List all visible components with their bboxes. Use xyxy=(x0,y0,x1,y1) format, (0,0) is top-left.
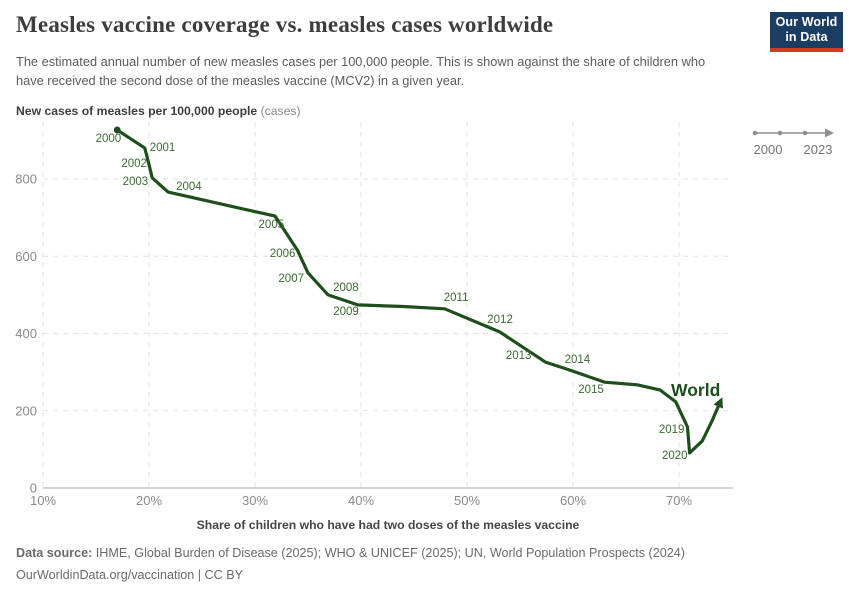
owid-logo[interactable]: Our World in Data xyxy=(770,12,843,52)
x-axis-title: Share of children who have had two doses… xyxy=(196,518,580,532)
series-label-world: World xyxy=(671,380,720,400)
x-tick-label: 10% xyxy=(30,493,56,508)
data-source-label: Data source: xyxy=(16,546,93,560)
timeline-end-year[interactable]: 2023 xyxy=(804,142,833,157)
x-tick-label: 60% xyxy=(560,493,586,508)
y-tick-label: 600 xyxy=(15,249,37,264)
year-label: 2011 xyxy=(444,292,469,304)
year-label: 2020 xyxy=(662,450,688,462)
page-title: Measles vaccine coverage vs. measles cas… xyxy=(16,12,554,37)
year-label: 2005 xyxy=(259,219,285,231)
y-axis-title-main: New cases of measles per 100,000 people xyxy=(16,104,258,118)
year-label: 2012 xyxy=(487,314,513,326)
year-label: 2009 xyxy=(333,306,359,318)
year-label: 2007 xyxy=(278,273,304,285)
license-line[interactable]: OurWorldinData.org/vaccination | CC BY xyxy=(16,567,244,582)
start-point-dot xyxy=(113,126,121,134)
year-label: 2015 xyxy=(578,384,604,396)
data-source-line: Data source: IHME, Global Burden of Dise… xyxy=(16,543,806,565)
y-tick-label: 400 xyxy=(15,326,37,341)
chart-subtitle: The estimated annual number of new measl… xyxy=(16,54,706,89)
x-tick-label: 20% xyxy=(136,493,162,508)
year-label: 2004 xyxy=(176,181,202,193)
x-tick-label: 30% xyxy=(242,493,268,508)
timeline-start-year[interactable]: 2000 xyxy=(754,142,783,157)
timeline-range-control[interactable]: 2000 2023 xyxy=(752,128,834,157)
timeline-dot[interactable] xyxy=(802,130,808,136)
owid-logo-line1: Our World xyxy=(775,15,838,29)
timeline-arrow-icon xyxy=(825,128,834,138)
x-tick-label: 50% xyxy=(454,493,480,508)
y-tick-label: 200 xyxy=(15,403,37,418)
timeline-dot[interactable] xyxy=(777,130,783,136)
year-label: 2019 xyxy=(659,424,685,436)
year-label: 2001 xyxy=(150,142,176,154)
timeline-dot[interactable] xyxy=(752,130,758,136)
y-tick-label: 0 xyxy=(30,481,37,496)
year-label: 2006 xyxy=(270,248,296,260)
y-axis-title-unit-text: (cases) xyxy=(260,104,301,118)
year-label: 2003 xyxy=(123,176,149,188)
year-label: 2002 xyxy=(121,158,147,170)
year-label: 2013 xyxy=(506,350,532,362)
x-tick-label: 70% xyxy=(666,493,692,508)
year-label: 2014 xyxy=(565,354,591,366)
world-data-line xyxy=(115,128,723,455)
year-label: 2008 xyxy=(333,282,359,294)
chart-footer: Data source: IHME, Global Burden of Dise… xyxy=(16,543,806,587)
data-source-text: IHME, Global Burden of Disease (2025); W… xyxy=(92,546,685,560)
x-tick-label: 40% xyxy=(348,493,374,508)
year-label: 2000 xyxy=(96,133,122,145)
y-axis-title: New cases of measles per 100,000 people … xyxy=(16,104,301,118)
y-tick-label: 800 xyxy=(15,172,37,187)
owid-logo-line2: in Data xyxy=(785,30,828,44)
